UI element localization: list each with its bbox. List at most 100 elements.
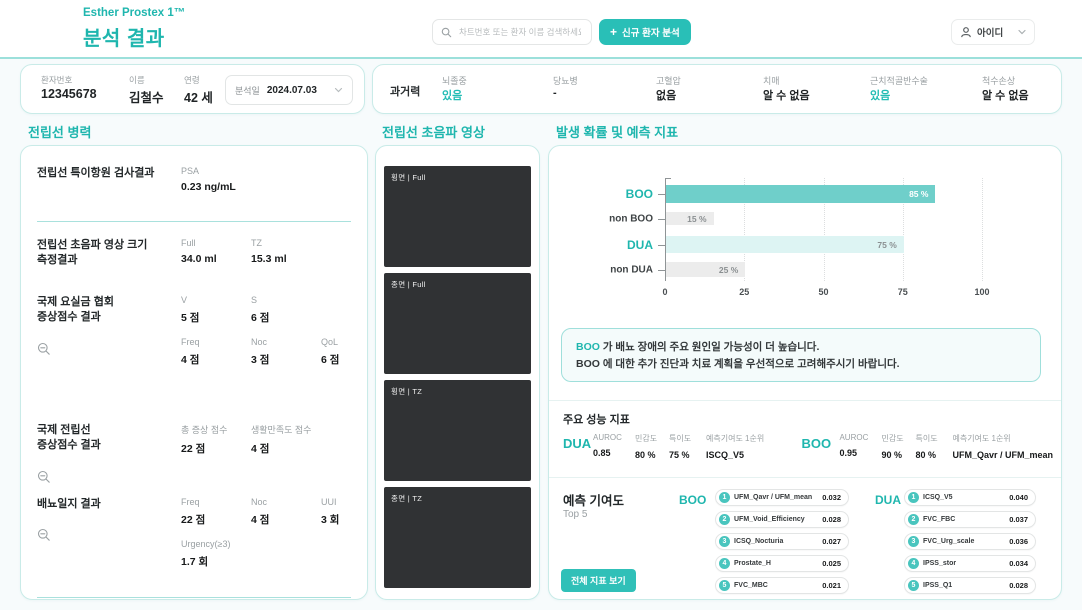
prediction-panel: 0 25 50 75 100 BOO 85 % non BOO 15 % DUA 75 % non D… bbox=[548, 145, 1062, 600]
exam-value: 6 점 bbox=[321, 354, 340, 366]
metric-value: 0.034 bbox=[1009, 559, 1028, 568]
exam-value-cell: 총 증상 점수 22 점 bbox=[181, 423, 251, 456]
exam-value-cell: V 5 점 bbox=[181, 295, 251, 325]
analysis-date-value: 2024.07.03 bbox=[266, 84, 317, 96]
performance-group-name: DUA bbox=[563, 436, 592, 451]
new-patient-analysis-button[interactable]: + 신규 환자 분석 bbox=[599, 19, 691, 45]
performance-metric: 예측기여도 1순위 UFM_Qavr / UFM_mean bbox=[952, 433, 1053, 460]
magnifier-icon[interactable] bbox=[37, 342, 51, 356]
performance-metric: 민감도 80 % bbox=[635, 433, 669, 460]
exam-value-key: UUI bbox=[321, 496, 337, 507]
plus-icon: + bbox=[610, 25, 618, 39]
chart-grid-line bbox=[744, 178, 746, 281]
metric-value: 0.037 bbox=[1009, 515, 1028, 524]
chart-category-label: DUA bbox=[627, 237, 653, 252]
exam-value-key: 생활만족도 점수 bbox=[251, 425, 312, 435]
performance-group-BOO: BOO AUROC 0.95 민감도 90 % 특이도 80 % 예측기여도 1순위 UFM_Q… bbox=[801, 433, 1053, 460]
contribution-item: 4 IPSS_stor 0.034 bbox=[904, 555, 1036, 572]
magnifier-icon[interactable] bbox=[37, 528, 51, 542]
chevron-down-icon bbox=[1018, 29, 1026, 35]
metric-name: IPSS_stor bbox=[923, 560, 957, 567]
rank-badge: 5 bbox=[908, 580, 919, 591]
exam-value-key: S bbox=[251, 295, 258, 305]
magnifier-icon[interactable] bbox=[37, 470, 51, 484]
exam-label-cell: 전립선 특이항원 검사결과 bbox=[37, 166, 181, 205]
exam-values: PSA 0.23 ng/mL bbox=[181, 166, 351, 205]
chart-category-tick bbox=[658, 244, 665, 246]
brand-title: Esther Prostex 1™ bbox=[83, 7, 186, 19]
exam-value-cell: Freq 4 점 bbox=[181, 337, 251, 367]
metric-value: 0.028 bbox=[822, 515, 841, 524]
exam-value-key: Noc bbox=[251, 496, 268, 507]
performance-metric-label: 민감도 bbox=[635, 434, 658, 443]
ultrasound-image[interactable]: 횡면 | Full bbox=[384, 166, 531, 267]
exam-value-key: V bbox=[181, 295, 188, 305]
chart-grid-line bbox=[902, 178, 904, 281]
analysis-date-select[interactable]: 분석일 2024.07.03 bbox=[225, 75, 353, 105]
exam-values: Full 34.0 ml TZ 15.3 ml bbox=[181, 238, 351, 277]
history-item-value: 있음 bbox=[870, 90, 891, 102]
ultrasound-image[interactable]: 횡면 | TZ bbox=[384, 380, 531, 481]
rank-badge: 4 bbox=[908, 558, 919, 569]
performance-metric: 특이도 80 % bbox=[915, 433, 952, 460]
metric-value: 0.040 bbox=[1009, 493, 1028, 502]
performance-metric-value: 80 % bbox=[915, 450, 936, 460]
metric-value: 0.028 bbox=[1009, 581, 1028, 590]
exam-value-group: V 5 점 S 6 점 bbox=[181, 295, 351, 325]
contribution-item: 5 IPSS_Q1 0.028 bbox=[904, 577, 1036, 594]
metric-value: 0.021 bbox=[822, 581, 841, 590]
exam-value-group: Full 34.0 ml TZ 15.3 ml bbox=[181, 238, 351, 265]
chevron-down-icon bbox=[334, 87, 343, 93]
exam-value: 4 점 bbox=[251, 443, 270, 455]
performance-metric: 특이도 75 % bbox=[669, 433, 706, 460]
search-input[interactable] bbox=[457, 26, 583, 38]
page-title: 분석 결과 bbox=[83, 28, 165, 50]
prostate-history-panel: 전립선 특이항원 검사결과 PSA 0.23 ng/mL 전립선 초음파 영상 크기 … bbox=[20, 145, 368, 600]
ultrasound-image[interactable]: 종면 | Full bbox=[384, 273, 531, 374]
chart-grid-line bbox=[982, 178, 983, 281]
exam-value-group: Urgency(≥3) 1.7 회 bbox=[181, 539, 351, 569]
exam-value: 1.7 회 bbox=[181, 555, 209, 568]
exam-value: 6 점 bbox=[251, 312, 270, 324]
metric-name: FVC_Urg_scale bbox=[923, 538, 975, 545]
contribution-group-name: DUA bbox=[875, 493, 901, 507]
note-line-1: BOO 가 배뇨 장애의 주요 원인일 가능성이 더 높습니다. bbox=[576, 339, 1026, 356]
exam-value-cell: Freq 22 점 bbox=[181, 497, 251, 527]
chart-category-tick bbox=[658, 194, 665, 195]
performance-metric-value: 80 % bbox=[635, 450, 656, 460]
section-title-prediction: 발생 확률 및 예측 지표 bbox=[556, 125, 679, 140]
exam-value-cell: TZ 15.3 ml bbox=[251, 238, 291, 265]
chart-grid-line bbox=[823, 178, 825, 281]
patient-search[interactable] bbox=[432, 19, 592, 45]
history-item-label: 근치적골반수술 bbox=[870, 76, 928, 86]
contribution-item: 3 ICSQ_Nocturia 0.027 bbox=[715, 533, 849, 550]
exam-result-row: 국제 전립선 증상점수 결과 총 증상 점수 22 점 생활만족도 점수 4 점 bbox=[37, 423, 351, 484]
ultrasound-image-label: 횡면 | Full bbox=[391, 173, 426, 182]
user-menu[interactable]: 아이디 bbox=[951, 19, 1035, 45]
view-all-metrics-button[interactable]: 전체 지표 보기 bbox=[561, 569, 636, 592]
exam-value-group: PSA 0.23 ng/mL bbox=[181, 166, 351, 193]
chart-x-tick: 50 bbox=[818, 287, 829, 297]
exam-value-cell: Full 34.0 ml bbox=[181, 238, 251, 265]
chart-bar-non-DUA: 25 % bbox=[666, 262, 746, 277]
performance-metric-value: ISCQ_V5 bbox=[706, 450, 745, 460]
exam-value: 3 회 bbox=[321, 513, 340, 526]
performance-metric: 민감도 90 % bbox=[881, 433, 915, 460]
metric-value: 0.027 bbox=[822, 537, 841, 546]
exam-value-key: Full bbox=[181, 238, 196, 248]
metric-name: ICSQ_Nocturia bbox=[734, 538, 784, 545]
metric-name: ICSQ_V5 bbox=[923, 494, 953, 501]
rank-badge: 1 bbox=[719, 492, 730, 503]
chart-x-tick: 75 bbox=[897, 287, 908, 297]
ultrasound-image[interactable]: 종면 | TZ bbox=[384, 487, 531, 588]
exam-value-key: TZ bbox=[251, 238, 262, 248]
ultrasound-image-label: 횡면 | TZ bbox=[391, 387, 423, 396]
exam-value: 22 점 bbox=[181, 443, 206, 455]
divider bbox=[37, 221, 351, 222]
exam-value-key: Freq bbox=[181, 496, 200, 507]
metric-name: FVC_MBC bbox=[734, 582, 768, 589]
exam-value-cell: Urgency(≥3) 1.7 회 bbox=[181, 539, 234, 569]
exam-label: 국제 전립선 증상점수 결과 bbox=[37, 424, 101, 452]
analysis-date-label: 분석일 bbox=[235, 85, 260, 96]
performance-metric-label: 예측기여도 1순위 bbox=[706, 434, 765, 443]
